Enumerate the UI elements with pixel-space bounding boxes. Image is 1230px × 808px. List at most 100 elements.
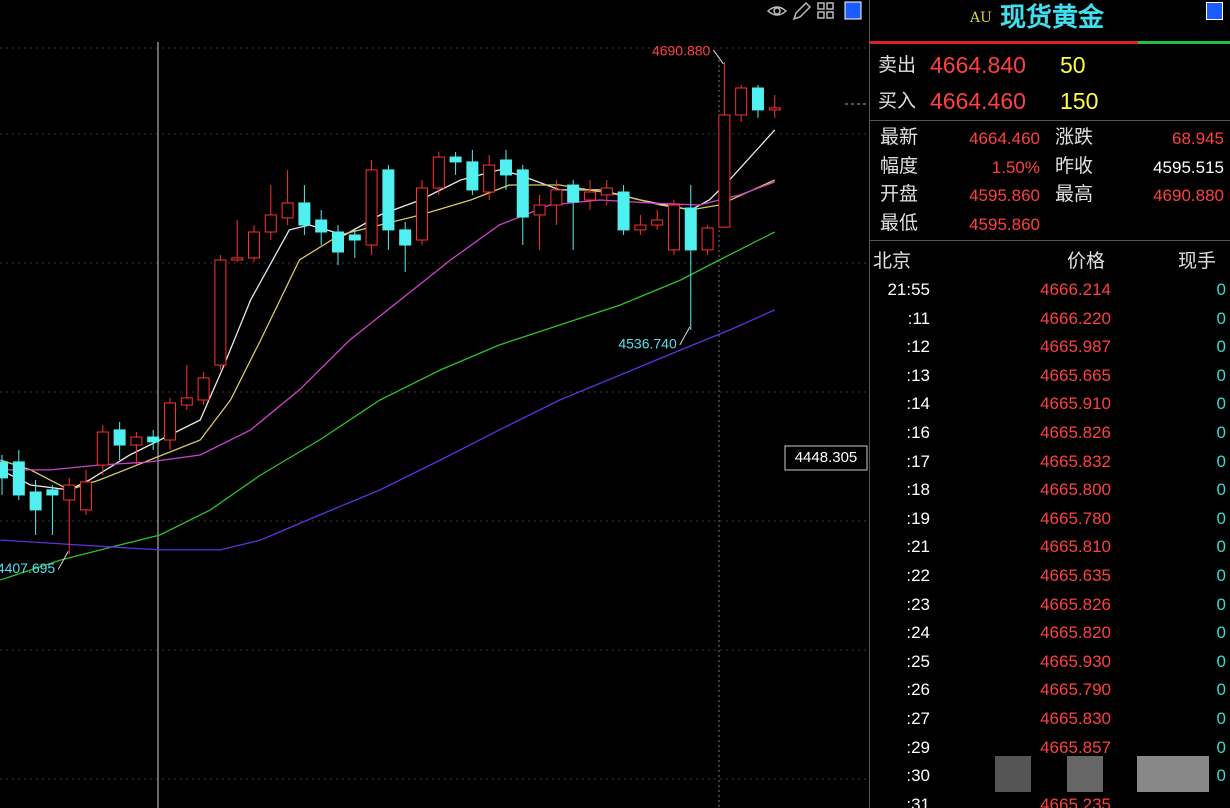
candle-body (651, 219, 664, 226)
quote-volume: 150 (1060, 88, 1099, 114)
tick-volume: 0 (1216, 337, 1226, 357)
tick-volume: 0 (1216, 566, 1226, 585)
tick-time: :13 (906, 365, 930, 385)
candle-body (617, 191, 630, 231)
candle-body (180, 397, 193, 406)
tick-time: :23 (906, 594, 930, 614)
annotation-arrow (712, 49, 724, 65)
tick-volume: 0 (1216, 451, 1226, 471)
candle-body (483, 164, 496, 193)
blur (995, 756, 1031, 792)
tick-time: :21 (906, 537, 930, 557)
candle-body (449, 156, 462, 163)
quote-volume: 50 (1060, 52, 1086, 78)
candle-body (399, 229, 412, 246)
crosshair-box (784, 445, 868, 471)
candle-body (315, 219, 328, 233)
tick-volume: 0 (1216, 680, 1226, 700)
candle-body (533, 204, 546, 216)
stat-label: 昨收 (1055, 154, 1094, 177)
annotation-arrow (679, 326, 691, 346)
price-annotation: 4407.695 (0, 560, 55, 576)
tick-volume: 0 (1216, 280, 1226, 299)
candle-body (567, 184, 580, 203)
tick-price: 4665.780 (1040, 508, 1111, 528)
candle-body (348, 234, 361, 241)
candle-body (684, 207, 697, 251)
window-icon[interactable] (1206, 2, 1223, 20)
candle-body (415, 187, 428, 241)
ma-line (0, 181, 776, 471)
tick-price: 4665.987 (1040, 337, 1111, 357)
candle-body (751, 87, 764, 111)
candle-body (432, 156, 445, 189)
grid-icon[interactable] (817, 2, 834, 19)
eye-icon[interactable] (766, 6, 788, 16)
symbol-code: AU (970, 10, 992, 26)
stat-label: 最新 (880, 126, 919, 148)
candle-body (516, 169, 529, 218)
quote-label: 买入 (878, 90, 917, 112)
tick-time: :22 (906, 566, 930, 585)
candle-body (130, 436, 143, 446)
separator (870, 240, 1230, 241)
candle-body (667, 204, 680, 251)
quote-price: 4664.840 (930, 52, 1026, 78)
candle-body (331, 231, 344, 253)
tick-volume: 0 (1216, 766, 1226, 786)
tick-price: 4665.820 (1040, 623, 1111, 643)
stat-value: 4664.460 (969, 129, 1040, 148)
candle-body (231, 257, 244, 261)
candle-body (80, 481, 93, 511)
candle-body (147, 436, 160, 443)
tick-time: :11 (907, 308, 930, 328)
candle-body (735, 87, 748, 116)
window-icon[interactable] (844, 1, 862, 20)
stat-label: 最低 (880, 211, 919, 234)
price-annotation: 4536.740 (618, 336, 677, 352)
tick-time: :27 (906, 709, 930, 728)
tick-price: 4666.214 (1040, 280, 1111, 299)
tick-time: :14 (906, 394, 930, 414)
price-annotation: 4690.880 (652, 43, 711, 59)
tick-volume: 0 (1216, 737, 1226, 757)
tick-price: 4665.826 (1040, 423, 1111, 442)
tick-price: 4665.910 (1040, 394, 1111, 414)
candle-body (12, 461, 25, 496)
tick-volume: 0 (1216, 365, 1226, 385)
tick-price: 4665.790 (1040, 680, 1111, 700)
candle-body (46, 489, 59, 496)
pencil-icon[interactable] (792, 1, 812, 21)
tick-price: 4665.635 (1040, 566, 1111, 585)
tick-time: 21:55 (887, 280, 930, 299)
tick-time: :25 (906, 651, 930, 671)
tick-time: :26 (906, 680, 930, 700)
candle-body (466, 161, 479, 191)
candle-body (281, 202, 294, 219)
buy-bar (1138, 41, 1230, 44)
tick-time: :29 (906, 737, 930, 757)
divider (869, 0, 870, 808)
tick-price: 4665.857 (1040, 737, 1111, 757)
candle-body (0, 461, 9, 479)
candle-body (298, 202, 311, 226)
tick-time: :31 (906, 794, 930, 808)
tick-price: 4665.832 (1040, 451, 1111, 471)
stat-label: 涨跌 (1055, 126, 1094, 148)
tick-volume: 0 (1216, 423, 1226, 442)
toolbar[interactable] (766, 1, 834, 21)
tick-time: :24 (906, 623, 930, 643)
ma-line (0, 309, 776, 551)
table-header: 北京 (873, 250, 912, 272)
tick-volume: 0 (1216, 480, 1226, 500)
grid (0, 47, 868, 780)
tick-time: :16 (906, 423, 930, 442)
candle-body (113, 429, 126, 446)
table-header: 现手 (1178, 250, 1217, 272)
stat-value: 4595.860 (969, 186, 1040, 205)
tick-volume: 0 (1216, 537, 1226, 557)
tick-time: :30 (906, 766, 930, 786)
crosshair-label: 4448.305 (795, 449, 858, 466)
tick-volume: 0 (1216, 651, 1226, 671)
